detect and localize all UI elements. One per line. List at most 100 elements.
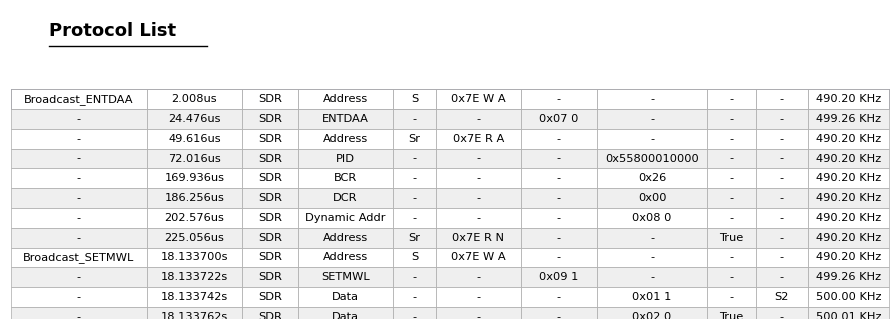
Bar — [435, 188, 521, 208]
Text: -: - — [730, 94, 734, 104]
Bar — [521, 228, 596, 248]
Text: -: - — [780, 312, 784, 319]
Bar — [393, 287, 435, 307]
Text: Sr: Sr — [409, 233, 420, 243]
Text: SDR: SDR — [258, 312, 282, 319]
Bar — [298, 109, 393, 129]
Bar — [521, 168, 596, 188]
Bar — [393, 208, 435, 228]
Bar — [707, 248, 755, 267]
Bar — [521, 129, 596, 149]
Text: -: - — [730, 193, 734, 203]
Bar — [755, 89, 808, 109]
Bar — [147, 228, 242, 248]
Bar — [707, 109, 755, 129]
Text: 0x7E W A: 0x7E W A — [451, 252, 506, 263]
Bar — [11, 89, 147, 109]
Bar — [298, 267, 393, 287]
Text: CCC_T: CCC_T — [539, 93, 579, 106]
Bar — [242, 109, 298, 129]
Bar — [755, 208, 808, 228]
Text: 500.00 KHz: 500.00 KHz — [815, 292, 881, 302]
Bar — [521, 307, 596, 319]
Text: 2.008us: 2.008us — [172, 94, 217, 104]
Text: SDR: SDR — [258, 213, 282, 223]
Text: 0x55800010000: 0x55800010000 — [605, 153, 699, 164]
Bar — [435, 208, 521, 228]
Bar — [707, 228, 755, 248]
Text: Freq: Freq — [833, 93, 863, 106]
Bar — [393, 188, 435, 208]
Bar — [521, 188, 596, 208]
Bar — [242, 267, 298, 287]
Bar — [521, 89, 596, 109]
Text: 186.256us: 186.256us — [164, 193, 224, 203]
Bar — [521, 287, 596, 307]
Bar — [11, 109, 147, 129]
Bar — [147, 109, 242, 129]
Bar — [147, 168, 242, 188]
Text: 490.20 KHz: 490.20 KHz — [815, 252, 881, 263]
Text: -: - — [77, 114, 80, 124]
Text: -: - — [77, 193, 80, 203]
Text: -: - — [77, 173, 80, 183]
Text: SDR: SDR — [258, 153, 282, 164]
Text: -: - — [557, 193, 561, 203]
Text: 490.20 KHz: 490.20 KHz — [815, 134, 881, 144]
Text: 0x7E R N: 0x7E R N — [452, 233, 504, 243]
Bar — [521, 248, 596, 267]
Bar — [242, 149, 298, 168]
Bar — [755, 89, 808, 109]
Bar — [11, 248, 147, 267]
Text: -: - — [650, 272, 654, 282]
Text: -: - — [477, 213, 480, 223]
Text: -: - — [557, 213, 561, 223]
Text: -: - — [77, 312, 80, 319]
Text: -: - — [730, 153, 734, 164]
Text: Address: Address — [323, 233, 368, 243]
Bar — [435, 307, 521, 319]
Bar — [242, 228, 298, 248]
Bar — [707, 89, 755, 109]
Bar — [435, 287, 521, 307]
Bar — [298, 287, 393, 307]
Bar — [755, 149, 808, 168]
Bar — [435, 129, 521, 149]
Text: Protocol List: Protocol List — [49, 22, 176, 40]
Text: Packet Info: Packet Info — [308, 93, 383, 106]
Text: 18.133742s: 18.133742s — [161, 292, 228, 302]
Bar — [596, 248, 707, 267]
Text: -: - — [780, 193, 784, 203]
Text: -: - — [77, 213, 80, 223]
Text: ENTDAA: ENTDAA — [322, 114, 369, 124]
Bar — [147, 129, 242, 149]
Text: 18.133700s: 18.133700s — [161, 252, 228, 263]
Bar — [11, 188, 147, 208]
Text: -: - — [477, 153, 480, 164]
Text: -: - — [780, 252, 784, 263]
Text: S: S — [411, 94, 418, 104]
Bar — [298, 208, 393, 228]
Bar — [393, 89, 435, 109]
Bar — [755, 188, 808, 208]
Bar — [242, 89, 298, 109]
Bar — [521, 149, 596, 168]
Bar — [242, 188, 298, 208]
Text: 202.576us: 202.576us — [164, 213, 224, 223]
Bar — [808, 208, 889, 228]
Bar — [435, 89, 521, 109]
Bar — [808, 267, 889, 287]
Text: 0x08 0: 0x08 0 — [632, 213, 671, 223]
Bar — [755, 307, 808, 319]
Text: 0x01 1: 0x01 1 — [632, 292, 671, 302]
Bar — [755, 267, 808, 287]
Bar — [147, 248, 242, 267]
Bar — [808, 188, 889, 208]
Bar — [147, 149, 242, 168]
Text: 0x7E R A: 0x7E R A — [452, 134, 504, 144]
Text: 0x26: 0x26 — [638, 173, 666, 183]
Text: -: - — [780, 213, 784, 223]
Bar — [808, 129, 889, 149]
Text: -: - — [557, 134, 561, 144]
Bar — [596, 208, 707, 228]
